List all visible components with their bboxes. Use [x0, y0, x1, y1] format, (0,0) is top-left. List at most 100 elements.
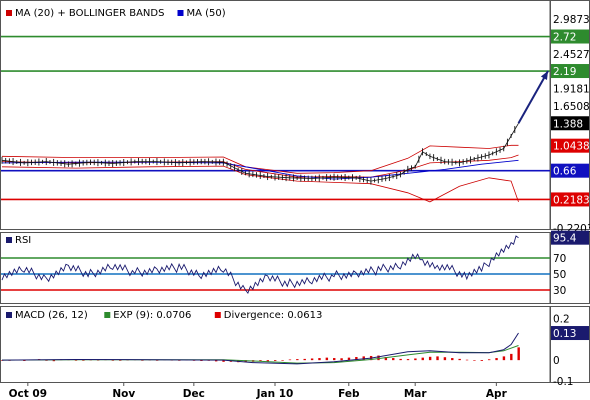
price-ytick-1: 2.4527: [553, 49, 590, 61]
legend-swatch-2: [214, 312, 221, 318]
legend-swatch-0: [6, 10, 12, 16]
price-ytick-3: 1.6508: [553, 101, 590, 113]
price-hline-label-1: 2.19: [553, 66, 576, 78]
divergence-bar: [74, 360, 78, 361]
divergence-bar: [510, 353, 513, 361]
legend-label-1: MA (50): [187, 8, 226, 19]
divergence-bar: [244, 360, 247, 363]
divergence-bar: [52, 360, 56, 362]
macd-ytick-3: -0.1: [553, 376, 574, 388]
price-panel-frame: [0, 0, 551, 230]
price-hline-label-3: 0.2183: [553, 194, 590, 206]
legend-swatch-0: [6, 312, 12, 318]
legend-swatch-1: [104, 312, 111, 318]
divergence-bar: [399, 358, 402, 361]
price-hline-label-0: 2.72: [553, 32, 576, 44]
x-label-4: Feb: [338, 388, 360, 400]
divergence-bar: [96, 359, 100, 361]
divergence-bar: [303, 358, 306, 361]
divergence-bar: [266, 360, 270, 362]
x-label-6: Apr: [486, 388, 508, 400]
divergence-bar: [23, 360, 26, 361]
macd-ytick-2: 0: [553, 355, 560, 367]
divergence-bar: [296, 359, 299, 361]
rsi-last-label-bg: [551, 230, 589, 245]
divergence-bar: [192, 360, 196, 361]
divergence-bar: [281, 360, 284, 361]
bollinger-upper-line: [1, 144, 519, 174]
x-label-5: Mar: [404, 388, 428, 400]
price-hline-label-1-bg: [551, 64, 589, 79]
x-label-1: Nov: [112, 388, 135, 400]
divergence-bar: [259, 360, 262, 362]
divergence-bar: [377, 355, 380, 361]
bollinger-lower-line: [1, 165, 519, 203]
divergence-bar: [421, 357, 424, 361]
divergence-bar: [119, 360, 122, 361]
divergence-bar: [362, 356, 365, 361]
divergence-bar: [288, 359, 292, 361]
divergence-bar: [495, 358, 498, 361]
last-ma20-label-bg: [551, 138, 589, 153]
legend-label-0: MA (20) + BOLLINGER BANDS: [15, 8, 164, 19]
divergence-bar: [155, 360, 159, 361]
rsi-line: [1, 235, 519, 295]
rsi-level-label-2: 30: [553, 285, 566, 297]
divergence-bar: [274, 360, 277, 361]
rsi-panel-frame: [0, 232, 551, 304]
x-label-2: Dec: [183, 388, 205, 400]
divergence-bar: [480, 360, 483, 361]
legend-label-2: Divergence: 0.0613: [224, 310, 323, 321]
macd-last-label-bg: [551, 326, 589, 341]
price-hline-label-2: 0.66: [553, 166, 577, 178]
divergence-bar: [214, 360, 218, 362]
divergence-bar: [333, 358, 336, 361]
last-price-label-bg: [551, 116, 589, 131]
price-panel: 2.98732.45271.91811.65080.2-0.22032.722.…: [0, 0, 590, 235]
divergence-bar: [465, 359, 469, 361]
divergence-bar: [458, 358, 461, 361]
divergence-bar: [178, 360, 181, 361]
projection-arrow-head: [540, 71, 548, 80]
legend-swatch-1: [177, 10, 184, 16]
rsi-panel: 70 50 30 95.4 RSI: [0, 230, 590, 304]
divergence-bar: [45, 360, 48, 361]
x-axis: Oct 09 Nov Dec Jan 10 Feb Mar Apr: [9, 382, 508, 400]
divergence-bar: [517, 347, 520, 361]
divergence-bar: [111, 360, 115, 361]
x-label-0: Oct 09: [9, 388, 47, 400]
divergence-bar: [141, 360, 144, 361]
price-ytick-0: 2.9873: [553, 14, 590, 26]
price-hline-label-0-bg: [551, 29, 589, 44]
divergence-bar: [487, 359, 491, 361]
divergence-bar: [443, 357, 447, 361]
legend-label-1: EXP (9): 0.0706: [113, 310, 191, 321]
divergence-bar: [392, 358, 395, 361]
divergence-bar: [347, 357, 351, 361]
divergence-bar: [222, 360, 225, 362]
divergence-bar: [451, 358, 454, 361]
divergence-bar: [414, 358, 417, 361]
rsi-level-label-1: 50: [553, 269, 566, 281]
divergence-bar: [502, 356, 506, 361]
divergence-bar: [200, 360, 203, 361]
divergence-bar: [355, 357, 358, 361]
divergence-bar: [325, 357, 329, 361]
macd-panel: 0.2 0 -0.1 0.13 MACD (26, 12) EXP (9): 0.0706…: [0, 306, 590, 388]
macd-ytick-0: 0.2: [553, 313, 570, 325]
price-ytick-2: 1.9181: [553, 84, 590, 96]
rsi-last-label: 95.4: [553, 233, 577, 245]
macd-line: [1, 332, 519, 365]
divergence-bar: [384, 357, 388, 361]
legend-swatch-0: [6, 237, 12, 243]
divergence-bar: [473, 360, 476, 361]
legend-label-0: MACD (26, 12): [15, 310, 88, 321]
divergence-bar: [340, 358, 343, 361]
rsi-level-label-0: 70: [553, 253, 566, 265]
projection-arrow-line: [517, 70, 549, 124]
divergence-bar: [310, 358, 314, 361]
price-line: [1, 123, 519, 182]
divergence-bar: [318, 358, 321, 361]
